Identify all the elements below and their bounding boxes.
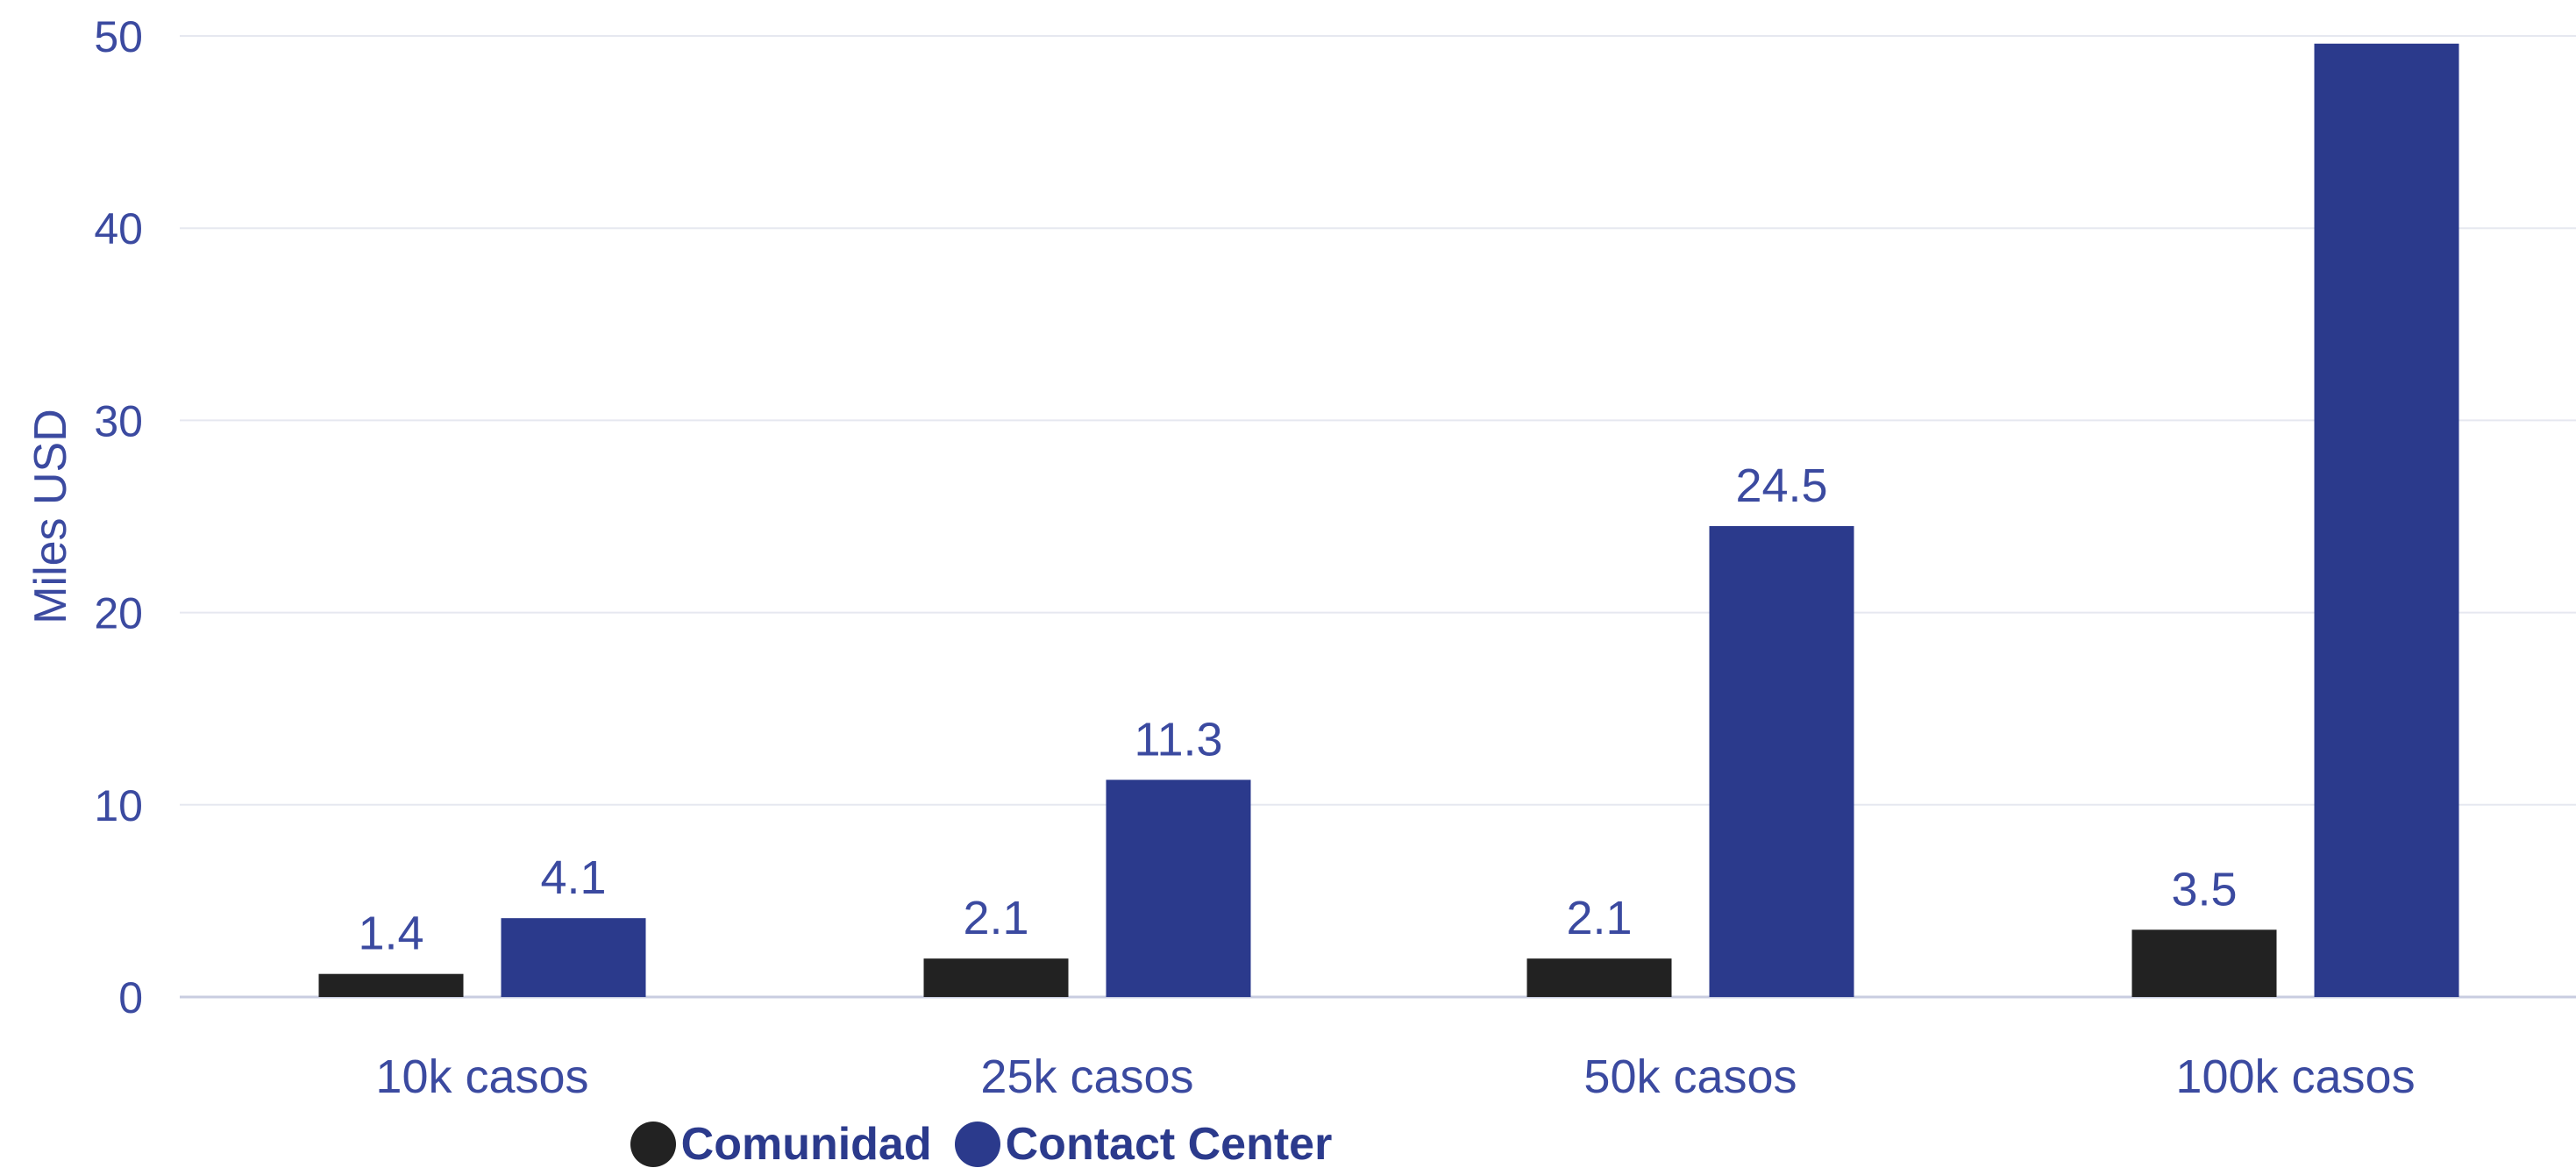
- bar-value-label: 1.4: [358, 908, 423, 960]
- y-tick-label: 30: [94, 396, 143, 445]
- x-tick-label: 10k casos: [375, 1050, 588, 1103]
- legend-item-comunidad: Comunidad: [630, 1118, 932, 1171]
- legend-swatch-contact-center: [954, 1122, 1000, 1167]
- legend-label-comunidad: Comunidad: [680, 1119, 932, 1170]
- bar-value-label: 2.1: [963, 892, 1028, 944]
- chart-legend: Comunidad Contact Center: [0, 1114, 2269, 1175]
- y-tick-label: 20: [94, 589, 143, 638]
- bar-value-label: 4.1: [540, 851, 606, 904]
- x-tick-label: 50k casos: [1583, 1050, 1797, 1103]
- y-tick-label: 50: [94, 12, 143, 61]
- x-tick-label: 100k casos: [2175, 1050, 2415, 1103]
- y-tick-label: 0: [118, 973, 143, 1022]
- bar-comunidad: [923, 958, 1069, 997]
- bar-value-label: 24.5: [1735, 459, 1827, 512]
- y-tick-label: 40: [94, 204, 143, 253]
- legend-label-contact-center: Contact Center: [1005, 1119, 1333, 1170]
- y-axis-label: Miles USD: [25, 409, 76, 624]
- bar-comunidad: [318, 973, 464, 997]
- bar-comunidad: [1526, 958, 1672, 997]
- bar-comunidad: [2131, 929, 2277, 997]
- bar-contact-center: [501, 918, 646, 997]
- legend-item-contact-center: Contact Center: [954, 1118, 1333, 1171]
- y-tick-label: 10: [94, 781, 143, 830]
- x-tick-label: 25k casos: [980, 1050, 1193, 1103]
- bar-contact-center: [1106, 780, 1251, 997]
- bar-value-label: 11.3: [1134, 713, 1222, 766]
- legend-swatch-comunidad: [630, 1122, 676, 1167]
- bar-value-label: 3.5: [2171, 863, 2237, 915]
- bar-value-label: 2.1: [1566, 892, 1632, 944]
- bar-contact-center: [1709, 525, 1854, 997]
- bar-contact-center: [2314, 43, 2459, 998]
